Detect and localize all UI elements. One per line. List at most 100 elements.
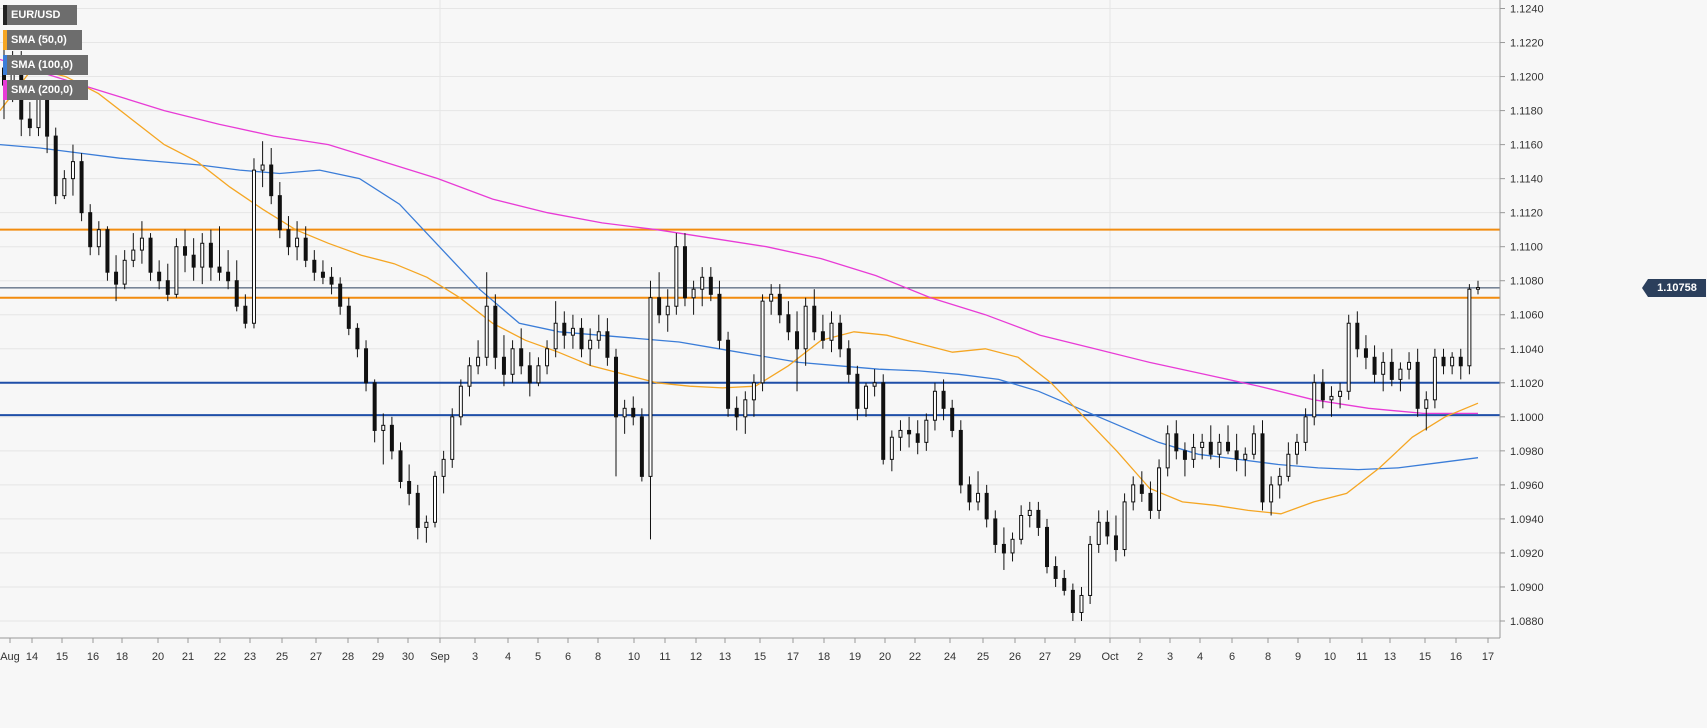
candle[interactable] xyxy=(838,314,843,358)
candle[interactable] xyxy=(760,294,765,392)
candle[interactable] xyxy=(407,464,412,506)
candle[interactable] xyxy=(269,148,274,205)
candle[interactable] xyxy=(389,416,394,460)
candle[interactable] xyxy=(950,399,955,438)
candle[interactable] xyxy=(648,280,653,540)
candle[interactable] xyxy=(286,216,291,256)
candle[interactable] xyxy=(295,221,300,261)
candle[interactable] xyxy=(1432,348,1437,409)
candle[interactable] xyxy=(1019,505,1024,545)
candle[interactable] xyxy=(1070,583,1075,621)
candle[interactable] xyxy=(441,450,446,494)
candle[interactable] xyxy=(1139,471,1144,502)
candle[interactable] xyxy=(1226,425,1231,455)
candle[interactable] xyxy=(1372,345,1377,383)
candle[interactable] xyxy=(527,352,532,397)
candle[interactable] xyxy=(570,314,575,349)
candle[interactable] xyxy=(114,255,119,302)
candle[interactable] xyxy=(226,250,231,290)
candle[interactable] xyxy=(1458,348,1463,380)
candle[interactable] xyxy=(700,267,705,307)
candle[interactable] xyxy=(614,348,619,477)
candle[interactable] xyxy=(898,420,903,451)
candle[interactable] xyxy=(1338,382,1343,409)
candle[interactable] xyxy=(1329,386,1334,417)
candle[interactable] xyxy=(708,267,713,302)
candle[interactable] xyxy=(1320,369,1325,409)
candle[interactable] xyxy=(27,102,32,137)
candle[interactable] xyxy=(1165,425,1170,477)
candle[interactable] xyxy=(855,365,860,421)
candle[interactable] xyxy=(148,233,153,281)
legend-item-eurusd[interactable]: EUR/USD xyxy=(3,5,77,25)
candle[interactable] xyxy=(1346,314,1351,400)
candle[interactable] xyxy=(846,340,851,383)
candle[interactable] xyxy=(122,250,127,290)
candle[interactable] xyxy=(1027,501,1032,528)
candle[interactable] xyxy=(1036,501,1041,536)
candle[interactable] xyxy=(1476,280,1480,295)
candle[interactable] xyxy=(208,229,213,281)
candle[interactable] xyxy=(1234,433,1239,472)
candle[interactable] xyxy=(70,144,75,196)
candle[interactable] xyxy=(157,260,162,290)
candle[interactable] xyxy=(536,357,541,387)
candle[interactable] xyxy=(1312,374,1317,426)
candle[interactable] xyxy=(1355,311,1360,358)
candle[interactable] xyxy=(165,263,170,302)
candle[interactable] xyxy=(1415,348,1420,417)
candle[interactable] xyxy=(105,226,110,281)
candle[interactable] xyxy=(1045,518,1050,574)
candle[interactable] xyxy=(476,340,481,375)
candle[interactable] xyxy=(820,314,825,349)
candle[interactable] xyxy=(381,413,386,465)
candle[interactable] xyxy=(450,408,455,468)
candle[interactable] xyxy=(907,416,912,448)
candle[interactable] xyxy=(200,233,205,285)
candle[interactable] xyxy=(786,301,791,341)
candle[interactable] xyxy=(1303,408,1308,451)
candle[interactable] xyxy=(372,379,377,443)
candle[interactable] xyxy=(751,374,756,417)
candle[interactable] xyxy=(338,277,343,315)
candle[interactable] xyxy=(881,374,886,465)
candle[interactable] xyxy=(191,238,196,281)
candle[interactable] xyxy=(976,471,981,511)
candle[interactable] xyxy=(812,289,817,341)
candle[interactable] xyxy=(1294,433,1299,465)
candle[interactable] xyxy=(1217,433,1222,468)
candle[interactable] xyxy=(777,284,782,324)
candle[interactable] xyxy=(562,311,567,349)
candle[interactable] xyxy=(260,141,265,188)
candle[interactable] xyxy=(458,379,463,426)
legend-item-sma200[interactable]: SMA (200,0) xyxy=(3,80,88,100)
candle[interactable] xyxy=(355,323,360,358)
candle[interactable] xyxy=(1208,425,1213,460)
candle[interactable] xyxy=(958,420,963,494)
candle[interactable] xyxy=(1079,586,1084,621)
candle[interactable] xyxy=(1010,532,1015,562)
candle[interactable] xyxy=(588,328,593,366)
candle[interactable] xyxy=(872,369,877,397)
candle[interactable] xyxy=(432,471,437,528)
candle[interactable] xyxy=(1398,362,1403,392)
candle[interactable] xyxy=(519,328,524,375)
candle[interactable] xyxy=(889,430,894,472)
candle[interactable] xyxy=(510,340,515,383)
candle[interactable] xyxy=(1251,425,1256,460)
candle[interactable] xyxy=(1277,467,1282,499)
legend-item-sma50[interactable]: SMA (50,0) xyxy=(3,30,82,50)
candle[interactable] xyxy=(251,158,256,329)
candle[interactable] xyxy=(932,382,937,431)
candle[interactable] xyxy=(88,204,93,256)
candle[interactable] xyxy=(329,267,334,295)
candle[interactable] xyxy=(1157,459,1162,519)
candle[interactable] xyxy=(726,331,731,417)
candle[interactable] xyxy=(53,127,58,205)
candle[interactable] xyxy=(1269,476,1274,516)
candle[interactable] xyxy=(312,250,317,281)
candle[interactable] xyxy=(1096,510,1101,553)
candle[interactable] xyxy=(1088,535,1093,604)
candle[interactable] xyxy=(915,420,920,455)
candle[interactable] xyxy=(1381,352,1386,392)
